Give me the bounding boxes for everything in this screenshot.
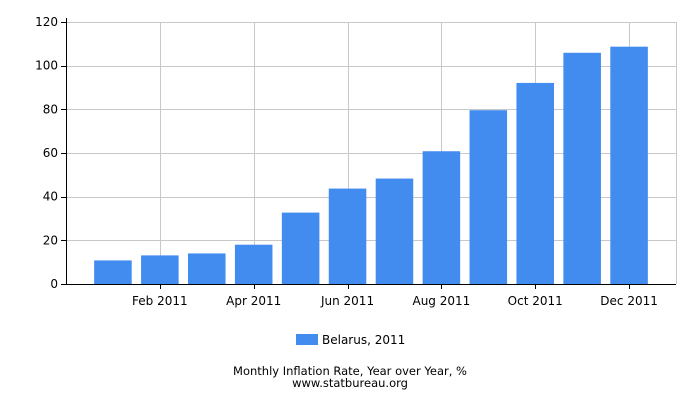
x-tick-label: Apr 2011 (226, 294, 281, 308)
bar (281, 212, 320, 284)
x-tick-labels: Feb 2011 Apr 2011 Jun 2011 Aug 2011 Oct 2011… (132, 294, 658, 308)
legend-swatch (296, 334, 318, 345)
bars (94, 46, 648, 285)
bar (610, 46, 648, 285)
y-tick-label: 120 (35, 15, 58, 29)
bar (375, 178, 414, 284)
bar (422, 151, 461, 284)
legend-label: Belarus, 2011 (322, 333, 405, 347)
y-tick-label: 100 (35, 59, 58, 73)
x-tick-label: Oct 2011 (508, 294, 563, 308)
bar (563, 52, 601, 284)
bar (234, 244, 273, 284)
x-tick-label: Feb 2011 (132, 294, 188, 308)
x-tick-label: Dec 2011 (600, 294, 658, 308)
y-tick-label: 80 (43, 102, 58, 116)
x-tick-label: Jun 2011 (320, 294, 374, 308)
y-tick-label: 40 (43, 190, 58, 204)
y-tick-labels: 0 20 40 60 80 100 120 (35, 15, 58, 291)
bar (141, 255, 179, 284)
legend: Belarus, 2011 (296, 333, 405, 347)
chart-title: Monthly Inflation Rate, Year over Year, … (233, 364, 467, 378)
bar (328, 188, 367, 284)
y-tick-label: 20 (43, 233, 58, 247)
bar (516, 82, 554, 284)
bar (469, 110, 508, 284)
axes (61, 18, 676, 289)
x-tick-label: Aug 2011 (412, 294, 470, 308)
bar (94, 260, 132, 284)
bar (188, 253, 226, 284)
y-tick-label: 60 (43, 146, 58, 160)
y-tick-label: 0 (50, 277, 58, 291)
source-url[interactable]: www.statbureau.org (292, 376, 408, 390)
